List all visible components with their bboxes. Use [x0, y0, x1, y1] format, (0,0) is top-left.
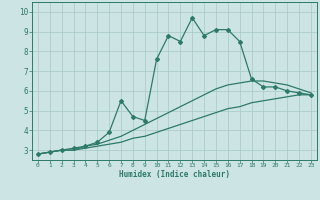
X-axis label: Humidex (Indice chaleur): Humidex (Indice chaleur)	[119, 170, 230, 179]
